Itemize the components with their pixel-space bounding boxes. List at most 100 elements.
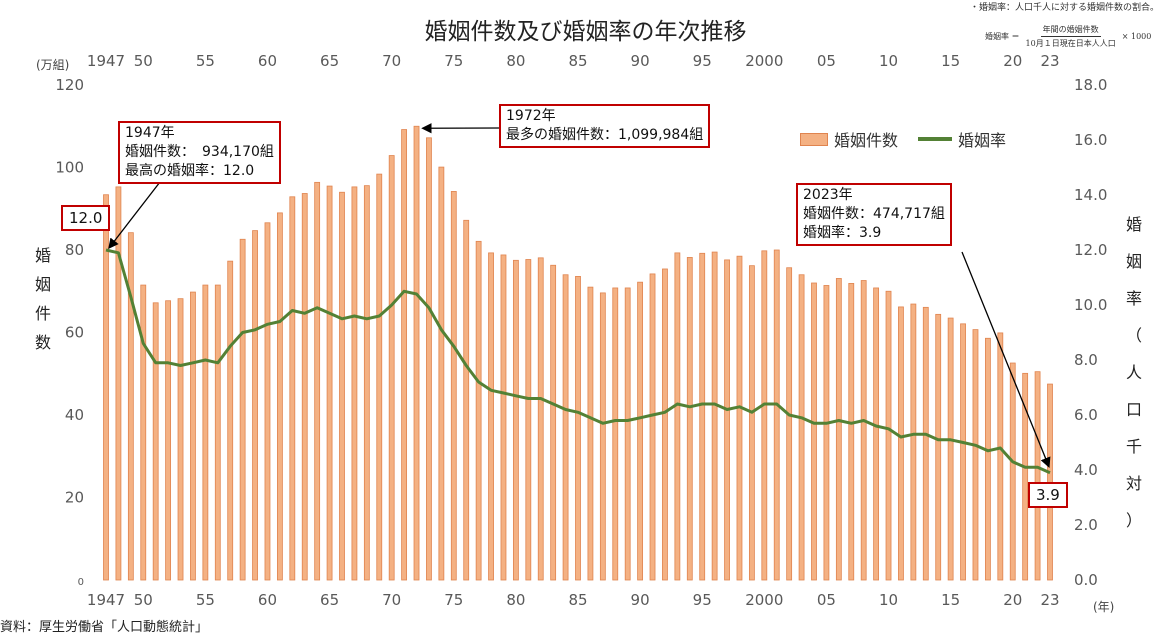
bar-marriages-1993 xyxy=(675,253,680,580)
bar-marriages-2011 xyxy=(898,307,903,580)
bar-marriages-1970 xyxy=(389,156,394,580)
bar-marriages-1953 xyxy=(178,299,183,580)
right-axis-char: 口 xyxy=(1124,399,1144,436)
right-axis-char: 対 xyxy=(1124,473,1144,510)
bar-marriages-1950 xyxy=(141,285,146,580)
x-axis-top-tick-label: 50 xyxy=(134,52,153,70)
rate-formula: 婚姻率 ＝ 年間の婚姻件数 10月１日現在日本人人口 × 1000 xyxy=(985,24,1151,49)
bar-marriages-1980 xyxy=(513,260,518,580)
right-axis-tick-label: 8.0 xyxy=(1074,351,1098,369)
left-axis-tick-label: 20 xyxy=(65,489,84,507)
x-axis-top-tick-label: 55 xyxy=(196,52,215,70)
bar-marriages-1979 xyxy=(501,255,506,580)
x-axis-bottom-tick-label: 70 xyxy=(382,591,401,609)
x-axis-top-tick-label: 23 xyxy=(1040,52,1059,70)
value-label-2023: 3.9 xyxy=(1028,482,1068,508)
x-axis-top-tick-label: 80 xyxy=(506,52,525,70)
right-axis-char: 婚 xyxy=(1124,214,1144,251)
right-axis-tick-label: 4.0 xyxy=(1074,461,1098,479)
right-axis-tick-label: 16.0 xyxy=(1074,131,1107,149)
left-axis-tick-label: 40 xyxy=(65,406,84,424)
left-axis-tick-label: 0 xyxy=(78,577,84,588)
x-axis-bottom-tick-label: 05 xyxy=(817,591,836,609)
bar-marriages-1949 xyxy=(128,233,133,580)
right-axis-label: 婚 姻 率 （ 人 口 千 対 ） xyxy=(1124,214,1144,547)
right-axis-char: 千 xyxy=(1124,436,1144,473)
value-label-1947: 12.0 xyxy=(61,205,110,231)
formula-fraction: 年間の婚姻件数 10月１日現在日本人人口 xyxy=(1024,24,1118,49)
x-axis-unit: (年) xyxy=(1093,598,1114,615)
legend-bars-label: 婚姻件数 xyxy=(834,127,898,151)
bar-marriages-1960 xyxy=(265,223,270,580)
x-axis-bottom-tick-label: 75 xyxy=(444,591,463,609)
definition-note: ・婚姻率：人口千人に対する婚姻件数の割合。 xyxy=(970,0,1159,13)
right-axis-tick-label: 2.0 xyxy=(1074,516,1098,534)
bar-marriages-1999 xyxy=(749,266,754,580)
bar-marriages-1964 xyxy=(315,182,320,580)
bar-marriages-1977 xyxy=(476,241,481,580)
x-axis-bottom-tick-label: 55 xyxy=(196,591,215,609)
right-axis-char: 率 xyxy=(1124,288,1144,325)
bar-marriages-2002 xyxy=(787,268,792,580)
annotation-line: 1972年 xyxy=(506,107,703,126)
bar-marriages-1986 xyxy=(588,287,593,580)
left-axis-tick-label: 100 xyxy=(55,159,84,177)
annotation-line: 婚姻率：3.9 xyxy=(803,224,945,243)
annotation-line: 2023年 xyxy=(803,186,945,205)
left-axis-tick-label: 120 xyxy=(55,76,84,94)
legend-bar-swatch xyxy=(800,133,828,146)
left-axis-tick-label: 60 xyxy=(65,324,84,342)
bar-marriages-1992 xyxy=(662,269,667,580)
x-axis-top-tick-label: 75 xyxy=(444,52,463,70)
chart-legend: 婚姻件数 婚姻率 xyxy=(800,127,1006,151)
right-axis-tick-label: 6.0 xyxy=(1074,406,1098,424)
bar-marriages-1975 xyxy=(451,191,456,580)
left-axis-tick-label: 80 xyxy=(65,241,84,259)
bar-marriages-1972 xyxy=(414,126,419,580)
bar-marriages-1959 xyxy=(253,231,258,580)
left-axis-label: 婚 姻 件 数 xyxy=(33,245,53,361)
bar-marriages-1994 xyxy=(687,257,692,580)
bar-marriages-1965 xyxy=(327,186,332,580)
left-axis-unit: (万組) xyxy=(36,56,69,73)
bar-marriages-1951 xyxy=(153,303,158,580)
formula-denominator: 10月１日現在日本人人口 xyxy=(1024,37,1118,49)
bar-marriages-2016 xyxy=(961,324,966,580)
right-axis-tick-label: 10.0 xyxy=(1074,296,1107,314)
bar-marriages-2017 xyxy=(973,330,978,580)
bar-marriages-1947 xyxy=(104,195,109,580)
bar-marriages-1957 xyxy=(228,261,233,580)
bar-marriages-1968 xyxy=(364,186,369,580)
bar-marriages-1967 xyxy=(352,187,357,580)
bar-marriages-2010 xyxy=(886,291,891,580)
bar-marriages-2001 xyxy=(774,250,779,580)
bar-marriages-1998 xyxy=(737,256,742,580)
bar-marriages-1995 xyxy=(700,253,705,580)
bar-marriages-1966 xyxy=(340,192,345,580)
right-axis-char: ） xyxy=(1124,510,1144,547)
bar-marriages-2020 xyxy=(1010,363,1015,580)
annotation-line: 最高の婚姻率：12.0 xyxy=(125,162,274,181)
bar-marriages-2014 xyxy=(936,314,941,580)
right-axis-tick-label: 14.0 xyxy=(1074,186,1107,204)
formula-lhs: 婚姻率 ＝ xyxy=(985,31,1020,42)
x-axis-top-tick-label: 90 xyxy=(631,52,650,70)
bar-marriages-2012 xyxy=(911,304,916,580)
x-axis-bottom-tick-label: 95 xyxy=(693,591,712,609)
bar-marriages-1996 xyxy=(712,252,717,580)
x-axis-top-tick-label: 10 xyxy=(879,52,898,70)
bar-marriages-2009 xyxy=(874,288,879,580)
bar-marriages-1954 xyxy=(190,292,195,580)
x-axis-top-tick-label: 2000 xyxy=(745,52,783,70)
bar-marriages-2000 xyxy=(762,251,767,580)
bar-marriages-1985 xyxy=(576,276,581,580)
legend-line-label: 婚姻率 xyxy=(958,127,1006,151)
x-axis-bottom-tick-label: 15 xyxy=(941,591,960,609)
left-axis-char: 婚 xyxy=(33,245,53,274)
bar-marriages-1962 xyxy=(290,197,295,580)
bar-marriages-1976 xyxy=(464,220,469,580)
x-axis-top-tick-label: 70 xyxy=(382,52,401,70)
bar-marriages-2018 xyxy=(985,338,990,580)
annotation-line: 1947年 xyxy=(125,124,274,143)
annotation-1972: 1972年 最多の婚姻件数：1,099,984組 xyxy=(499,104,710,148)
